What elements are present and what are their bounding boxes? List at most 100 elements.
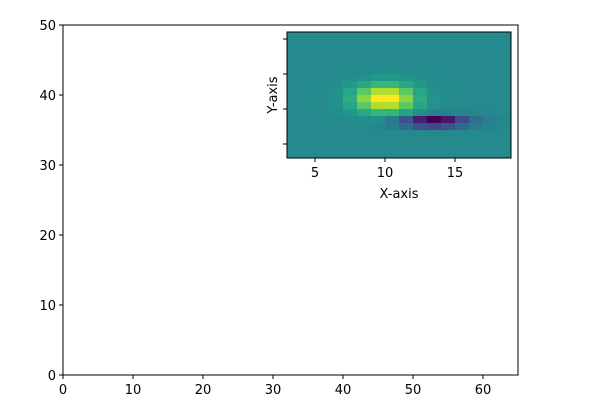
heatmap-cell: [385, 39, 400, 47]
heatmap-cell: [343, 39, 358, 47]
heatmap-cell: [287, 144, 302, 152]
heatmap-cell: [329, 137, 344, 145]
heatmap-cell: [343, 46, 358, 54]
x-tick-label: 10: [377, 166, 394, 181]
heatmap-cell: [357, 130, 372, 138]
x-tick-label: 50: [405, 383, 422, 398]
heatmap-cell: [343, 130, 358, 138]
heatmap-cell: [385, 67, 400, 75]
heatmap-cell: [301, 53, 316, 61]
heatmap-cell: [497, 74, 512, 82]
heatmap-cell: [413, 60, 428, 68]
heatmap-cell: [441, 109, 456, 117]
heatmap-cell: [371, 151, 386, 159]
heatmap-cell: [371, 137, 386, 145]
heatmap-cell: [315, 123, 330, 131]
heatmap-cell: [343, 32, 358, 40]
heatmap-cell: [399, 95, 414, 103]
heatmap-cell: [301, 88, 316, 96]
heatmap-cell: [413, 53, 428, 61]
heatmap-cell: [427, 46, 442, 54]
heatmap-cell: [497, 95, 512, 103]
heatmap-cell: [441, 137, 456, 145]
heatmap-cell: [469, 46, 484, 54]
heatmap-cell: [301, 130, 316, 138]
heatmap-cell: [315, 130, 330, 138]
heatmap-cell: [385, 137, 400, 145]
heatmap-cell: [455, 67, 470, 75]
heatmap-cell: [441, 151, 456, 159]
heatmap-cell: [469, 102, 484, 110]
heatmap-cell: [399, 81, 414, 89]
heatmap-cell: [427, 130, 442, 138]
heatmap-cell: [287, 102, 302, 110]
heatmap-cell: [427, 109, 442, 117]
heatmap-cell: [483, 151, 498, 159]
heatmap-cell: [287, 109, 302, 117]
heatmap-cell: [301, 39, 316, 47]
heatmap-cell: [301, 151, 316, 159]
heatmap-cell: [399, 53, 414, 61]
heatmap-cell: [483, 109, 498, 117]
heatmap-cell: [441, 102, 456, 110]
heatmap-cell: [441, 123, 456, 131]
heatmap-cell: [329, 81, 344, 89]
heatmap-cell: [287, 67, 302, 75]
heatmap-cell: [357, 95, 372, 103]
heatmap-cell: [385, 151, 400, 159]
heatmap-cell: [469, 32, 484, 40]
heatmap-cell: [287, 123, 302, 131]
heatmap-cell: [329, 74, 344, 82]
heatmap-cell: [427, 137, 442, 145]
heatmap-cell: [455, 151, 470, 159]
x-tick-label: 60: [475, 383, 492, 398]
heatmap-cell: [287, 116, 302, 124]
heatmap-cell: [343, 88, 358, 96]
heatmap-cell: [301, 123, 316, 131]
heatmap-cell: [371, 74, 386, 82]
heatmap-cell: [483, 95, 498, 103]
heatmap-cell: [287, 151, 302, 159]
x-tick-label: 20: [195, 383, 212, 398]
heatmap-cell: [315, 53, 330, 61]
heatmap-cell: [399, 32, 414, 40]
heatmap-cell: [287, 32, 302, 40]
heatmap-cell: [301, 137, 316, 145]
heatmap-cell: [329, 130, 344, 138]
heatmap-cell: [483, 81, 498, 89]
x-tick-label: 0: [59, 383, 67, 398]
heatmap-cell: [497, 130, 512, 138]
heatmap-cell: [287, 137, 302, 145]
heatmap-cell: [455, 46, 470, 54]
heatmap-cell: [343, 53, 358, 61]
heatmap-cell: [497, 46, 512, 54]
heatmap-cell: [427, 144, 442, 152]
heatmap-cell: [483, 46, 498, 54]
heatmap-cell: [329, 109, 344, 117]
heatmap-cell: [315, 144, 330, 152]
heatmap-cell: [413, 151, 428, 159]
heatmap-cell: [287, 81, 302, 89]
plot-frame: [62, 24, 519, 376]
heatmap-cell: [469, 144, 484, 152]
heatmap-cell: [413, 102, 428, 110]
heatmap-cell: [315, 137, 330, 145]
heatmap-cell: [455, 32, 470, 40]
x-tick-label: 10: [125, 383, 142, 398]
heatmap-cell: [413, 67, 428, 75]
heatmap-cell: [385, 144, 400, 152]
heatmap-cell: [343, 123, 358, 131]
heatmap-cell: [357, 116, 372, 124]
heatmap-cell: [357, 102, 372, 110]
heatmap-cell: [469, 123, 484, 131]
heatmap-cell: [469, 67, 484, 75]
heatmap-cell: [399, 88, 414, 96]
heatmap-cell: [469, 60, 484, 68]
heatmap-cell: [413, 109, 428, 117]
heatmap-cell: [371, 32, 386, 40]
heatmap-cell: [413, 137, 428, 145]
heatmap-cell: [497, 137, 512, 145]
heatmap-cell: [371, 102, 386, 110]
heatmap-cell: [483, 137, 498, 145]
